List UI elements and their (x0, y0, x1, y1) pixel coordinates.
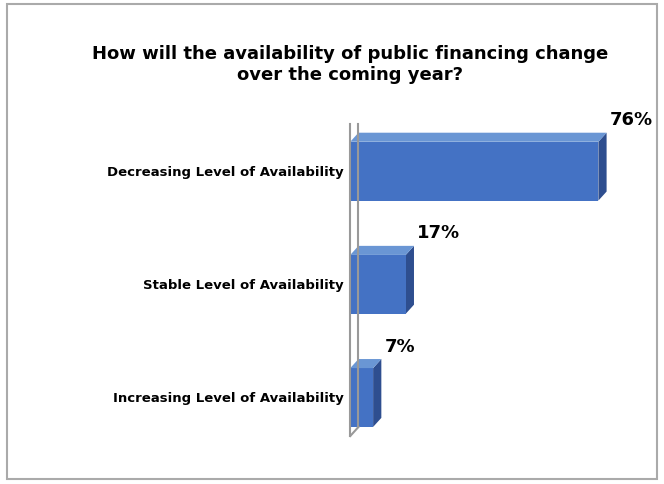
Polygon shape (406, 246, 414, 314)
Text: How will the availability of public financing change
over the coming year?: How will the availability of public fina… (92, 45, 608, 84)
Bar (351, 368, 373, 427)
Bar (351, 256, 406, 314)
Polygon shape (351, 134, 607, 142)
Polygon shape (351, 246, 414, 256)
Polygon shape (351, 359, 381, 368)
Text: 17%: 17% (417, 224, 460, 242)
Polygon shape (598, 134, 607, 201)
Text: Increasing Level of Availability: Increasing Level of Availability (113, 391, 344, 404)
Text: 7%: 7% (384, 337, 415, 355)
Bar (351, 142, 598, 201)
Text: Stable Level of Availability: Stable Level of Availability (143, 278, 344, 291)
Text: Decreasing Level of Availability: Decreasing Level of Availability (107, 166, 344, 178)
Text: 76%: 76% (610, 111, 653, 129)
Polygon shape (373, 359, 381, 427)
